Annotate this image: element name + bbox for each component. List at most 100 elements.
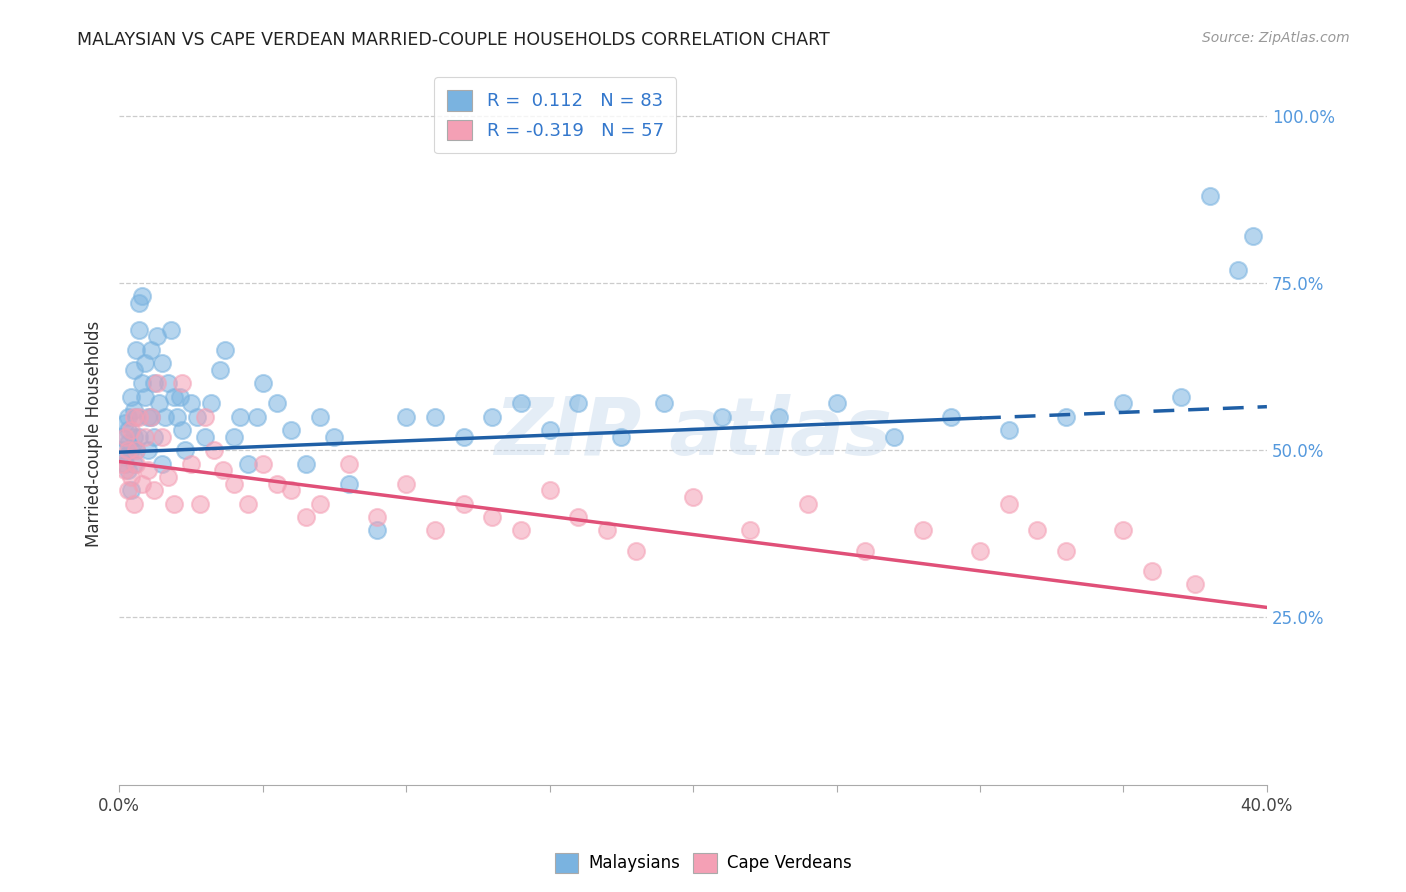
Point <box>1170 390 1192 404</box>
Point <box>911 524 934 538</box>
Point <box>150 430 173 444</box>
Point <box>142 430 165 444</box>
Point <box>139 343 162 357</box>
Point <box>1112 524 1135 538</box>
Point <box>125 409 148 424</box>
Point <box>538 483 561 498</box>
Point <box>211 463 233 477</box>
Point <box>610 430 633 444</box>
Point <box>125 457 148 471</box>
Point <box>997 423 1019 437</box>
Point <box>423 409 446 424</box>
Point <box>309 497 332 511</box>
Point <box>153 409 176 424</box>
Point <box>214 343 236 357</box>
Point <box>134 390 156 404</box>
Point <box>145 329 167 343</box>
Legend: R =  0.112   N = 83, R = -0.319   N = 57: R = 0.112 N = 83, R = -0.319 N = 57 <box>434 77 676 153</box>
Point <box>194 430 217 444</box>
Point <box>166 409 188 424</box>
Point <box>309 409 332 424</box>
Point <box>117 423 139 437</box>
Point <box>1054 409 1077 424</box>
Point <box>117 436 139 450</box>
Y-axis label: Married-couple Households: Married-couple Households <box>86 320 103 547</box>
Point <box>131 376 153 391</box>
Point <box>294 457 316 471</box>
Point <box>120 423 142 437</box>
Point <box>1198 189 1220 203</box>
Point <box>238 457 260 471</box>
Point <box>481 510 503 524</box>
Point <box>202 443 225 458</box>
Point <box>134 430 156 444</box>
Point <box>172 423 194 437</box>
Point <box>136 443 159 458</box>
Point <box>337 457 360 471</box>
Point <box>122 430 145 444</box>
Point <box>337 476 360 491</box>
Point <box>222 476 245 491</box>
Point <box>125 443 148 458</box>
Point <box>266 476 288 491</box>
Point <box>997 497 1019 511</box>
Point <box>125 343 148 357</box>
Point <box>125 443 148 458</box>
Point <box>150 457 173 471</box>
Point <box>117 463 139 477</box>
Point <box>194 409 217 424</box>
Point <box>510 524 533 538</box>
Point <box>169 390 191 404</box>
Point <box>131 476 153 491</box>
Point <box>122 457 145 471</box>
Point <box>1112 396 1135 410</box>
Point <box>142 376 165 391</box>
Point <box>883 430 905 444</box>
Point <box>280 483 302 498</box>
Point <box>1241 229 1264 244</box>
Point <box>186 409 208 424</box>
Point <box>768 409 790 424</box>
Point <box>148 396 170 410</box>
Point <box>246 409 269 424</box>
Point <box>510 396 533 410</box>
Point <box>117 409 139 424</box>
Point <box>853 543 876 558</box>
Point <box>366 510 388 524</box>
Point <box>122 497 145 511</box>
Point <box>142 483 165 498</box>
Point <box>128 323 150 337</box>
Point <box>163 390 186 404</box>
Point <box>423 524 446 538</box>
Point <box>117 483 139 498</box>
Point <box>114 463 136 477</box>
Point <box>120 390 142 404</box>
Point <box>111 457 134 471</box>
Point <box>120 470 142 484</box>
Point <box>969 543 991 558</box>
Point <box>120 483 142 498</box>
Point <box>941 409 963 424</box>
Point <box>163 497 186 511</box>
Point <box>114 457 136 471</box>
Point <box>481 409 503 424</box>
Point <box>229 409 252 424</box>
Point <box>453 430 475 444</box>
Point <box>1184 577 1206 591</box>
Point <box>366 524 388 538</box>
Legend: Malaysians, Cape Verdeans: Malaysians, Cape Verdeans <box>548 847 858 880</box>
Point <box>538 423 561 437</box>
Point <box>157 376 180 391</box>
Point <box>117 443 139 458</box>
Point <box>280 423 302 437</box>
Point <box>567 510 589 524</box>
Point <box>294 510 316 524</box>
Point <box>208 363 231 377</box>
Point <box>145 376 167 391</box>
Point <box>1140 564 1163 578</box>
Point <box>128 296 150 310</box>
Point <box>136 409 159 424</box>
Point <box>797 497 820 511</box>
Point <box>122 403 145 417</box>
Point <box>596 524 619 538</box>
